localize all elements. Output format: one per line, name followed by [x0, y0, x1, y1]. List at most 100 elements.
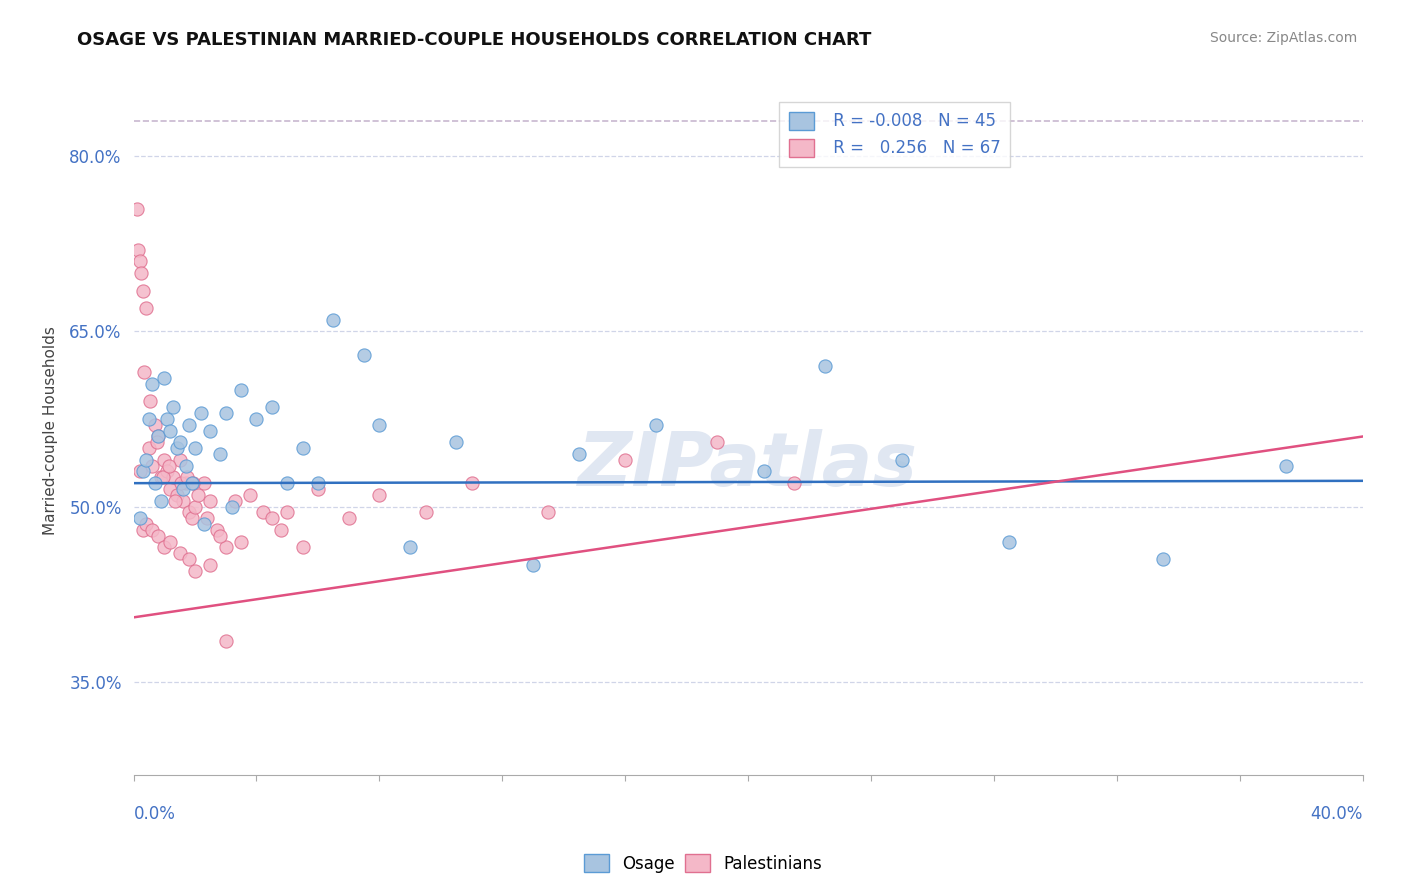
Point [169, 452, 191, 467]
Point [146, 429, 169, 443]
Point [143, 476, 166, 491]
Point [260, 511, 283, 525]
Point [245, 412, 267, 426]
Point [415, 505, 437, 519]
Point [128, 511, 150, 525]
Point [307, 476, 329, 491]
Point [153, 371, 176, 385]
Point [132, 523, 155, 537]
Point [193, 476, 215, 491]
Point [276, 505, 298, 519]
Point [145, 435, 167, 450]
Point [752, 465, 775, 479]
Point [156, 412, 179, 426]
Point [229, 534, 252, 549]
Point [128, 254, 150, 268]
Point [159, 534, 181, 549]
Point [141, 523, 163, 537]
Text: ZIPatlas: ZIPatlas [578, 428, 918, 501]
Point [127, 243, 149, 257]
Point [568, 447, 591, 461]
Point [170, 476, 193, 491]
Text: Source: ZipAtlas.com: Source: ZipAtlas.com [1209, 31, 1357, 45]
Point [174, 458, 197, 473]
Point [177, 417, 200, 432]
Legend: Osage, Palestinians: Osage, Palestinians [578, 847, 828, 880]
Point [195, 511, 218, 525]
Point [200, 558, 222, 572]
Point [139, 394, 162, 409]
Y-axis label: Married-couple Households: Married-couple Households [44, 326, 58, 535]
Point [205, 523, 228, 537]
Point [221, 500, 243, 514]
Point [208, 447, 231, 461]
Point [460, 476, 482, 491]
Point [177, 505, 200, 519]
Point [132, 284, 155, 298]
Point [135, 452, 157, 467]
Point [146, 429, 169, 443]
Point [159, 482, 181, 496]
Point [706, 435, 728, 450]
Point [368, 417, 391, 432]
Point [291, 541, 314, 555]
Point [444, 435, 467, 450]
Point [169, 546, 191, 560]
Point [141, 458, 163, 473]
Point [138, 412, 160, 426]
Point [322, 312, 344, 326]
Point [814, 359, 837, 374]
Point [783, 476, 806, 491]
Point [143, 417, 166, 432]
Point [169, 435, 191, 450]
Point [152, 470, 174, 484]
Point [159, 424, 181, 438]
Point [537, 505, 560, 519]
Point [270, 523, 292, 537]
Point [1275, 458, 1298, 473]
Point [176, 470, 198, 484]
Point [1152, 552, 1174, 566]
Point [307, 482, 329, 496]
Point [135, 516, 157, 531]
Point [156, 465, 179, 479]
Point [172, 482, 194, 496]
Point [291, 441, 314, 455]
Point [184, 500, 207, 514]
Point [614, 452, 637, 467]
Point [252, 505, 274, 519]
Point [157, 458, 180, 473]
Point [135, 301, 157, 315]
Point [174, 476, 197, 491]
Point [193, 516, 215, 531]
Point [200, 424, 222, 438]
Point [150, 493, 173, 508]
Point [132, 465, 155, 479]
Point [163, 493, 186, 508]
Point [166, 488, 188, 502]
Point [181, 511, 204, 525]
Point [522, 558, 544, 572]
Point [150, 470, 173, 484]
Point [125, 202, 148, 216]
Point [166, 441, 188, 455]
Point [208, 529, 231, 543]
Point [129, 266, 152, 280]
Point [153, 452, 176, 467]
Point [998, 534, 1021, 549]
Point [162, 470, 184, 484]
Point [645, 417, 668, 432]
Point [399, 541, 422, 555]
Point [187, 488, 209, 502]
Text: 40.0%: 40.0% [1310, 805, 1362, 823]
Point [184, 441, 207, 455]
Point [239, 488, 262, 502]
Point [215, 541, 238, 555]
Point [190, 406, 212, 420]
Point [215, 633, 238, 648]
Point [141, 376, 163, 391]
Point [172, 493, 194, 508]
Point [337, 511, 360, 525]
Point [138, 441, 160, 455]
Point [128, 465, 150, 479]
